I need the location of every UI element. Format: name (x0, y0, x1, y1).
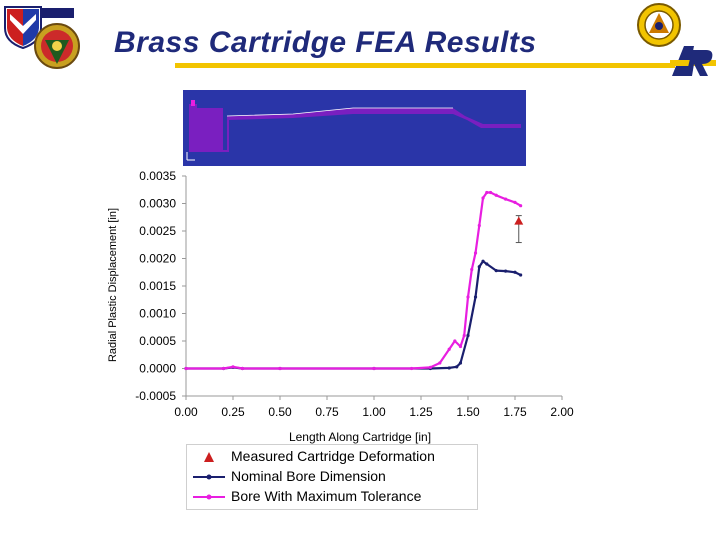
data-point (488, 190, 493, 195)
chart-legend: Measured Cartridge Deformation Nominal B… (186, 444, 478, 510)
legend-item-measured: Measured Cartridge Deformation (187, 447, 477, 467)
y-tick-label: 0.0010 (139, 307, 176, 321)
data-point (453, 339, 457, 343)
y-tick-label: 0.0015 (139, 279, 176, 293)
y-axis-label: Radial Plastic Displacement [in] (107, 208, 119, 362)
data-point (231, 365, 235, 369)
data-point (481, 196, 485, 200)
legend-label: Nominal Bore Dimension (231, 468, 386, 484)
data-point (447, 366, 451, 370)
data-point (466, 295, 470, 299)
x-tick-label: 1.25 (409, 405, 433, 419)
data-point (494, 193, 498, 197)
data-point (428, 365, 432, 369)
data-point (519, 273, 523, 277)
triangle-marker-icon (204, 452, 214, 462)
data-point (504, 269, 508, 273)
data-point (481, 259, 485, 263)
y-tick-label: -0.0005 (135, 389, 176, 403)
data-point (466, 333, 470, 338)
data-point (410, 366, 414, 371)
page-title: Brass Cartridge FEA Results (114, 26, 537, 59)
x-tick-label: 1.75 (503, 405, 527, 419)
data-point (184, 366, 188, 371)
data-point (278, 366, 282, 371)
data-point (494, 269, 498, 273)
fea-contour-plot-icon (183, 90, 526, 166)
y-tick-label: 0.0020 (139, 252, 176, 266)
data-point (372, 366, 376, 371)
x-tick-label: 1.50 (456, 405, 480, 419)
x-tick-label: 2.00 (550, 405, 574, 419)
data-point (458, 344, 463, 349)
data-point (447, 347, 451, 351)
title-underline-bar (175, 63, 675, 68)
data-point (470, 267, 474, 272)
y-tick-label: 0.0030 (139, 197, 176, 211)
series-line-2 (186, 191, 522, 370)
data-point (504, 197, 508, 201)
line-marker-icon (193, 494, 225, 500)
data-point (438, 361, 442, 365)
line-marker-icon (193, 474, 225, 480)
y-tick-label: 0.0000 (139, 362, 176, 376)
data-point (477, 265, 481, 269)
legend-label: Measured Cartridge Deformation (231, 448, 435, 464)
data-point (519, 204, 523, 208)
data-point (222, 366, 226, 371)
x-tick-label: 0.00 (174, 405, 198, 419)
data-point (455, 365, 459, 369)
arl-logo-icon (670, 42, 718, 78)
data-point (477, 223, 481, 228)
data-point (485, 190, 489, 195)
army-unit-crest-icon (34, 8, 80, 69)
ordnance-seal-icon (637, 3, 681, 47)
army-command-shield-icon (4, 6, 42, 50)
x-tick-label: 0.75 (315, 405, 339, 419)
y-tick-label: 0.0035 (139, 169, 176, 183)
data-point (458, 361, 463, 365)
x-axis-label: Length Along Cartridge [in] (289, 430, 431, 444)
displacement-chart: -0.0005 0.0000 0.0005 0.0010 0.0015 0.0020 0.0… (107, 169, 574, 444)
x-tick-label: 0.25 (221, 405, 245, 419)
data-point (473, 295, 478, 299)
x-tick-label: 1.00 (362, 405, 386, 419)
data-point (513, 200, 517, 204)
legend-item-nominal: Nominal Bore Dimension (187, 467, 477, 487)
data-point (513, 270, 517, 274)
data-point (473, 251, 478, 255)
x-tick-label: 0.50 (268, 405, 292, 419)
legend-label: Bore With Maximum Tolerance (231, 488, 422, 504)
data-point (462, 333, 466, 338)
y-tick-label: 0.0005 (139, 334, 176, 348)
data-point (240, 366, 244, 371)
y-tick-label: 0.0025 (139, 224, 176, 238)
measured-point-marker (514, 216, 524, 225)
data-point (485, 262, 489, 266)
legend-item-max-tolerance: Bore With Maximum Tolerance (187, 487, 477, 507)
